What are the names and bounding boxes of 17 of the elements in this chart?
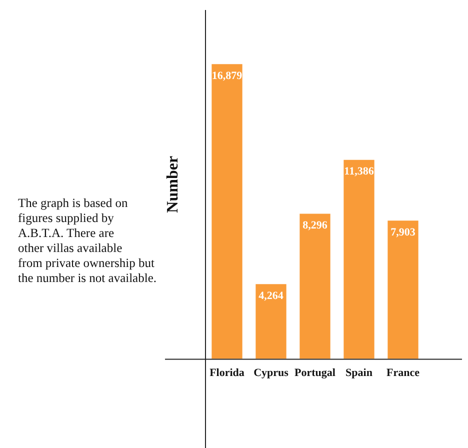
- bar: [344, 160, 374, 359]
- data-label: 7,903: [390, 226, 416, 238]
- x-tick-label: Spain: [346, 367, 372, 380]
- x-tick-label: Portugal: [294, 367, 336, 380]
- data-label: 4,264: [258, 290, 284, 302]
- bar: [388, 220, 418, 359]
- x-tick-label: Cyprus: [254, 367, 290, 380]
- data-label: 16,879: [212, 70, 243, 82]
- bar: [300, 214, 330, 359]
- data-label: 8,296: [302, 219, 328, 232]
- text: The graph is based on figures supplied by A.B.T.A. There are other villas available from private ownership but the number is not available.: [18, 196, 157, 285]
- data-label: 11,386: [344, 166, 374, 178]
- y-axis-title: Number: [164, 156, 182, 213]
- x-tick-label: Florida: [210, 367, 245, 380]
- bar: [212, 64, 242, 359]
- x-tick-label: France: [386, 367, 420, 380]
- bar: [256, 284, 286, 359]
